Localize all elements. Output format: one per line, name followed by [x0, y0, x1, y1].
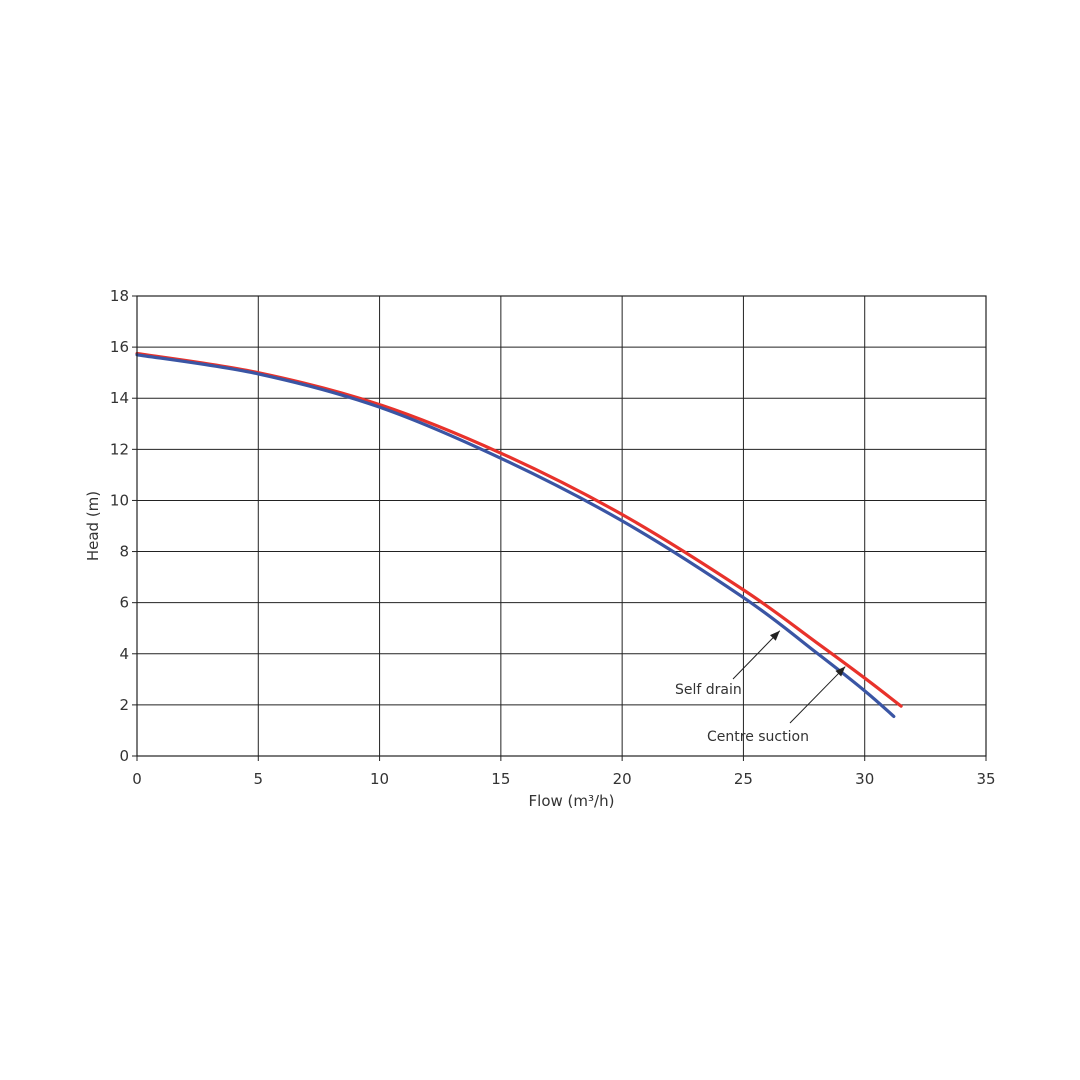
- x-tick-label: 30: [855, 770, 874, 788]
- annotation-pointer: [789, 666, 846, 724]
- annotation-pointer: [732, 630, 781, 680]
- x-axis-ticks: 0 5 10 15 20 25 30 35: [132, 756, 996, 788]
- y-tick-label: 10: [110, 491, 129, 509]
- annotation-label: Self drain: [675, 682, 742, 698]
- y-axis-ticks: 0 2 4 6 8 10 12 14 16 18: [110, 287, 137, 765]
- y-tick-label: 14: [110, 389, 129, 407]
- x-tick-label: 10: [370, 770, 389, 788]
- series-group: [135, 351, 903, 718]
- x-tick-label: 25: [734, 770, 753, 788]
- plot-frame: [136, 295, 987, 757]
- y-tick-label: 0: [119, 747, 129, 765]
- y-tick-label: 16: [110, 338, 129, 356]
- x-tick-label: 35: [976, 770, 995, 788]
- y-tick-label: 6: [119, 594, 129, 612]
- annotation-label: Centre suction: [707, 729, 809, 745]
- y-tick-label: 12: [110, 440, 129, 458]
- annotation-arrowhead: [769, 630, 780, 641]
- annotation-arrowhead: [835, 666, 846, 677]
- y-tick-label: 2: [119, 696, 129, 714]
- x-tick-label: 5: [254, 770, 264, 788]
- y-axis-label: Head (m): [84, 491, 102, 561]
- annotations: Self drain Centre suction: [675, 630, 846, 745]
- x-tick-label: 20: [613, 770, 632, 788]
- y-tick-label: 4: [119, 645, 129, 663]
- x-tick-label: 15: [491, 770, 510, 788]
- series-line-1: [135, 353, 896, 718]
- x-axis-label: Flow (m³/h): [529, 792, 615, 810]
- y-tick-label: 8: [119, 543, 129, 561]
- x-tick-label: 0: [132, 770, 142, 788]
- y-tick-label: 18: [110, 287, 129, 305]
